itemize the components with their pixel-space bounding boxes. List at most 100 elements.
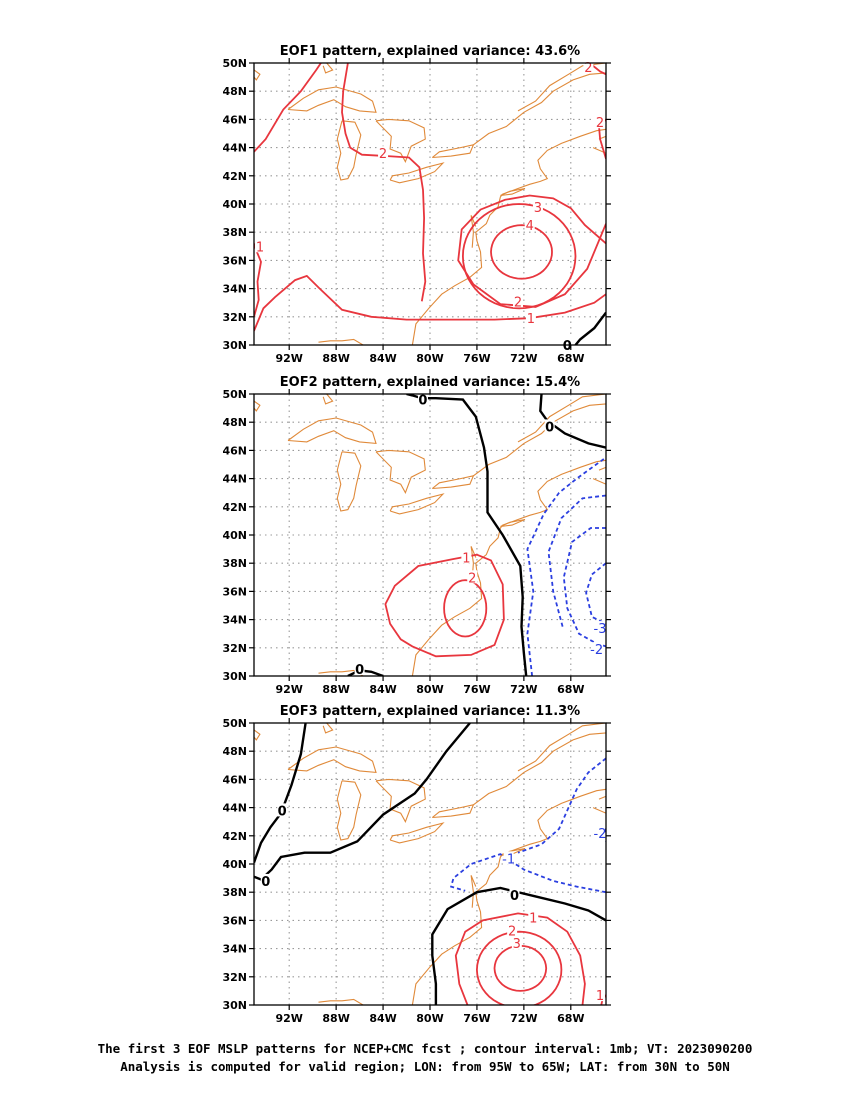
- contour-label: 0: [510, 889, 519, 904]
- lon-tick-label: 92W: [275, 352, 302, 365]
- axis-ticks: 30N 32N 34N 36N 38N 40N 42N 44N 46N 48N 50N 92W 88W 8…: [222, 717, 611, 1025]
- lat-tick-label: 30N: [222, 339, 247, 352]
- contour-label-bg: [595, 988, 605, 1002]
- positive-contour: [475, 930, 563, 1005]
- coastline: [592, 466, 606, 485]
- coastline: [500, 518, 526, 528]
- contour-label: -1: [502, 852, 515, 867]
- positive-contour: [457, 194, 606, 308]
- contour-label: 2: [514, 295, 522, 310]
- zero-contour: [539, 394, 606, 449]
- lon-tick-label: 80W: [416, 352, 443, 365]
- contour-label-bg: [260, 873, 271, 887]
- negative-contour: [449, 853, 606, 894]
- lat-tick-label: 32N: [222, 971, 247, 984]
- positive-contour: [254, 63, 322, 153]
- contour-label-bg: [467, 570, 478, 584]
- contour-label: 0: [563, 339, 572, 354]
- contour-label-bg: [528, 910, 539, 924]
- eof2-panel: EOF2 pattern, explained variance: 15.4% 2…: [222, 375, 611, 696]
- coastline: [389, 162, 445, 184]
- lon-tick-label: 88W: [322, 683, 349, 696]
- coastline: [389, 822, 445, 844]
- gridlines: [254, 394, 606, 676]
- coastline: [470, 875, 477, 908]
- lat-tick-label: 32N: [222, 642, 247, 655]
- contour-label-bg: [503, 851, 514, 865]
- gridlines: [254, 723, 606, 1005]
- positive-contour: [341, 63, 427, 302]
- coastline: [411, 128, 606, 345]
- lat-tick-label: 44N: [222, 473, 247, 486]
- lat-tick-label: 48N: [222, 85, 247, 98]
- lat-tick-label: 36N: [222, 585, 247, 598]
- lon-tick-label: 76W: [463, 352, 490, 365]
- contour-label-bg: [255, 239, 265, 253]
- contour-label-bg: [461, 550, 472, 564]
- contour-label: 1: [596, 989, 604, 1004]
- lon-tick-label: 84W: [369, 1012, 396, 1025]
- lon-tick-label: 68W: [557, 352, 584, 365]
- eof1-panel: EOF1 pattern, explained variance: 43.6% 4…: [222, 44, 611, 365]
- contour-label-bg: [507, 923, 518, 937]
- contour-label-bg: [595, 621, 605, 635]
- coastline: [336, 451, 362, 512]
- lat-tick-label: 46N: [222, 113, 247, 126]
- lat-tick-label: 40N: [222, 529, 247, 542]
- coastline: [375, 449, 426, 495]
- lat-tick-label: 38N: [222, 886, 247, 899]
- lat-tick-label: 50N: [222, 717, 247, 730]
- panel-title: EOF1 pattern, explained variance: 43.6%: [280, 44, 580, 59]
- contour-label: 2: [468, 571, 476, 586]
- lat-tick-label: 42N: [222, 170, 247, 183]
- contour-label: -3: [594, 622, 607, 637]
- coastline: [318, 669, 382, 676]
- contour-label-bg: [532, 199, 543, 213]
- lon-tick-label: 92W: [275, 683, 302, 696]
- lat-tick-label: 34N: [222, 943, 247, 956]
- coastline: [473, 732, 606, 806]
- positive-contour: [454, 912, 586, 1005]
- zero-contour: [347, 669, 384, 676]
- contour-label-bg: [544, 419, 555, 433]
- coastline: [375, 778, 426, 824]
- coastline: [287, 86, 377, 113]
- contour-labels: 2 1 0 0 0 -2 -3: [354, 392, 607, 678]
- contour-label: 3: [534, 201, 542, 216]
- coastline: [322, 394, 334, 405]
- positive-contour: [493, 944, 548, 992]
- contour-label: 2: [379, 147, 387, 162]
- lat-tick-label: 48N: [222, 745, 247, 758]
- coastline: [431, 144, 475, 159]
- lat-tick-label: 44N: [222, 802, 247, 815]
- coastlines: [254, 723, 606, 1005]
- contour-label-bg: [354, 661, 365, 675]
- contour-label: 3: [513, 937, 521, 952]
- gridlines: [254, 63, 606, 345]
- contour-label-bg: [513, 294, 523, 308]
- coastline: [431, 475, 475, 490]
- lon-tick-label: 84W: [369, 352, 396, 365]
- coastline: [517, 723, 606, 772]
- coastline: [411, 788, 606, 1005]
- lat-tick-label: 46N: [222, 773, 247, 786]
- contour-label: 2: [596, 116, 604, 131]
- lat-tick-label: 44N: [222, 142, 247, 155]
- contour-label: 1: [462, 552, 470, 567]
- coastline: [287, 746, 377, 774]
- lat-tick-label: 40N: [222, 198, 247, 211]
- negative-contour: [547, 494, 606, 627]
- coastline: [318, 338, 382, 345]
- lat-tick-label: 42N: [222, 830, 247, 843]
- lon-tick-label: 92W: [275, 1012, 302, 1025]
- coastline: [336, 780, 362, 841]
- coastline: [470, 215, 477, 248]
- coastline: [389, 493, 445, 515]
- footer-caption-line2: Analysis is computed for valid region; L…: [120, 1059, 730, 1074]
- coastline: [375, 118, 426, 164]
- lon-tick-label: 68W: [557, 683, 584, 696]
- coastline: [336, 120, 362, 181]
- contour-label-bg: [378, 146, 389, 160]
